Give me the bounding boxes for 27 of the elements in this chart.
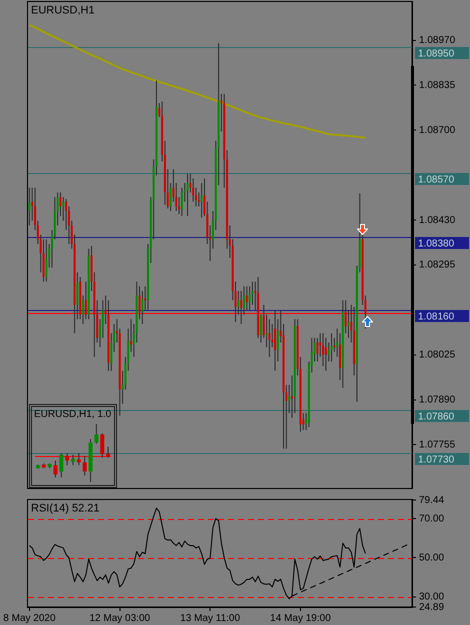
y-tick-label: 1.07755 (419, 439, 456, 450)
ref-line-label: 1.08570 (418, 174, 455, 186)
chart-title: EURUSD,H1, 1.0 (34, 408, 112, 420)
ref-line-label: 1.08160 (418, 311, 455, 322)
ref-line-label: 1.08380 (418, 238, 455, 250)
chart-title: EURUSD,H1 (31, 4, 95, 17)
y-tick-label: 1.08025 (419, 350, 456, 361)
y-tick-label: 30.00 (419, 592, 444, 603)
y-tick-label: 50.00 (419, 552, 444, 564)
y-tick-label: 70.00 (419, 513, 444, 524)
y-tick-label: 1.07890 (419, 394, 456, 406)
y-tick-label: 1.08430 (419, 214, 456, 226)
x-tick-label: 8 May 2020 (3, 612, 56, 624)
ref-line-label: 1.08950 (418, 48, 455, 60)
candlestick (130, 319, 132, 352)
x-tick-label: 13 May 11:00 (180, 612, 240, 624)
ref-line-label: 1.07730 (418, 454, 455, 466)
y-tick-label: 1.08970 (419, 35, 456, 46)
ref-line-label: 1.07860 (418, 411, 455, 422)
y-tick-label: 24.89 (419, 602, 444, 613)
x-tick-label: 12 May 03:00 (89, 612, 150, 624)
y-tick-label: 1.08700 (419, 124, 456, 136)
x-tick-label: 14 May 19:00 (270, 612, 332, 624)
y-tick-label: 79.44 (419, 494, 444, 506)
y-tick-label: 1.08835 (419, 80, 456, 91)
y-tick-label: 1.08295 (419, 260, 456, 271)
chart-title: RSI(14) 52.21 (31, 502, 100, 515)
